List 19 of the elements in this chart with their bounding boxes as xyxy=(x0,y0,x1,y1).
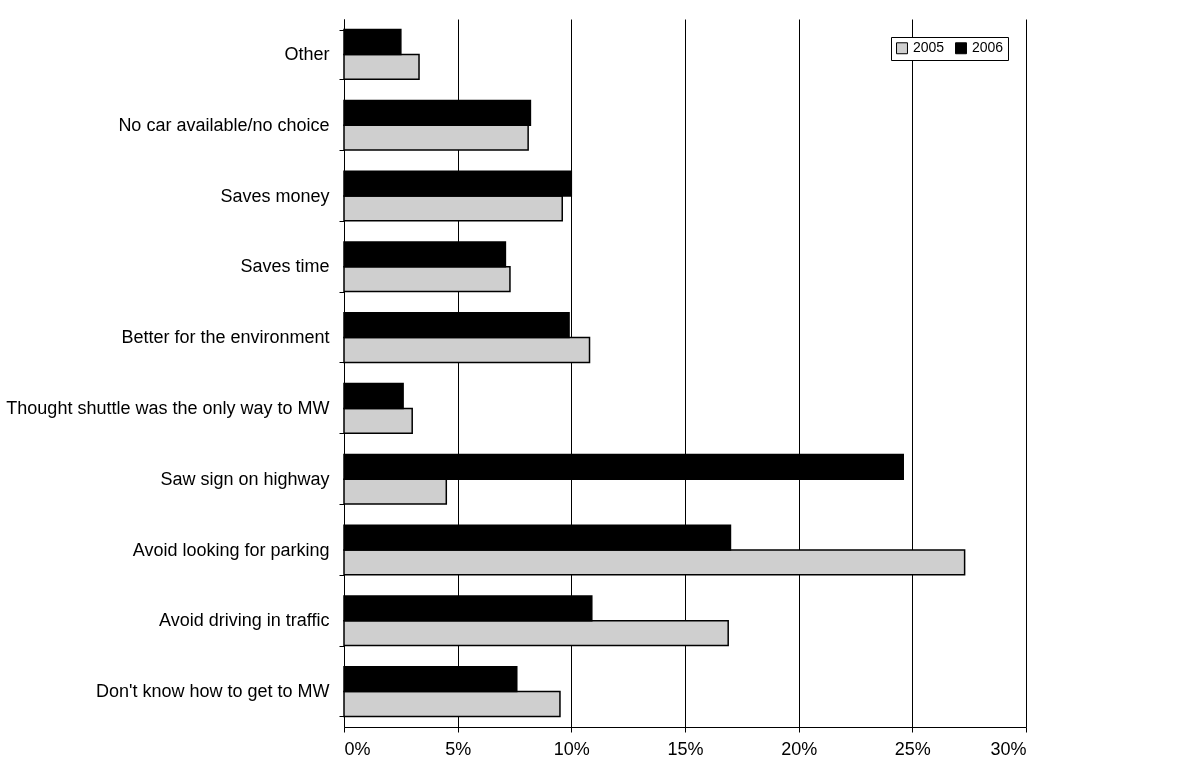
x-tick-label: 10% xyxy=(553,738,590,759)
x-tick-label: 25% xyxy=(894,738,931,759)
y-tick-label: Saves money xyxy=(220,185,330,206)
x-tick-label: 0% xyxy=(344,738,371,759)
x-tick-label: 30% xyxy=(990,738,1027,759)
y-tick-label: Saw sign on highway xyxy=(160,468,330,489)
legend-label: 2005 xyxy=(913,39,945,56)
y-tick-label: Avoid looking for parking xyxy=(132,539,330,560)
y-tick-label: Don't know how to get to MW xyxy=(95,681,330,702)
legend-label: 2006 xyxy=(972,39,1004,56)
y-tick-label: Other xyxy=(284,43,330,64)
x-tick-label: 15% xyxy=(667,738,704,759)
x-tick-label: 20% xyxy=(781,738,818,759)
y-tick-label: Avoid driving in traffic xyxy=(159,610,330,631)
y-tick-label: Better for the environment xyxy=(121,327,330,348)
y-tick-label: Thought shuttle was the only way to MW xyxy=(6,397,330,418)
y-tick-label: Saves time xyxy=(240,256,330,277)
x-tick-label: 5% xyxy=(445,738,472,759)
y-tick-label: No car available/no choice xyxy=(118,114,330,135)
